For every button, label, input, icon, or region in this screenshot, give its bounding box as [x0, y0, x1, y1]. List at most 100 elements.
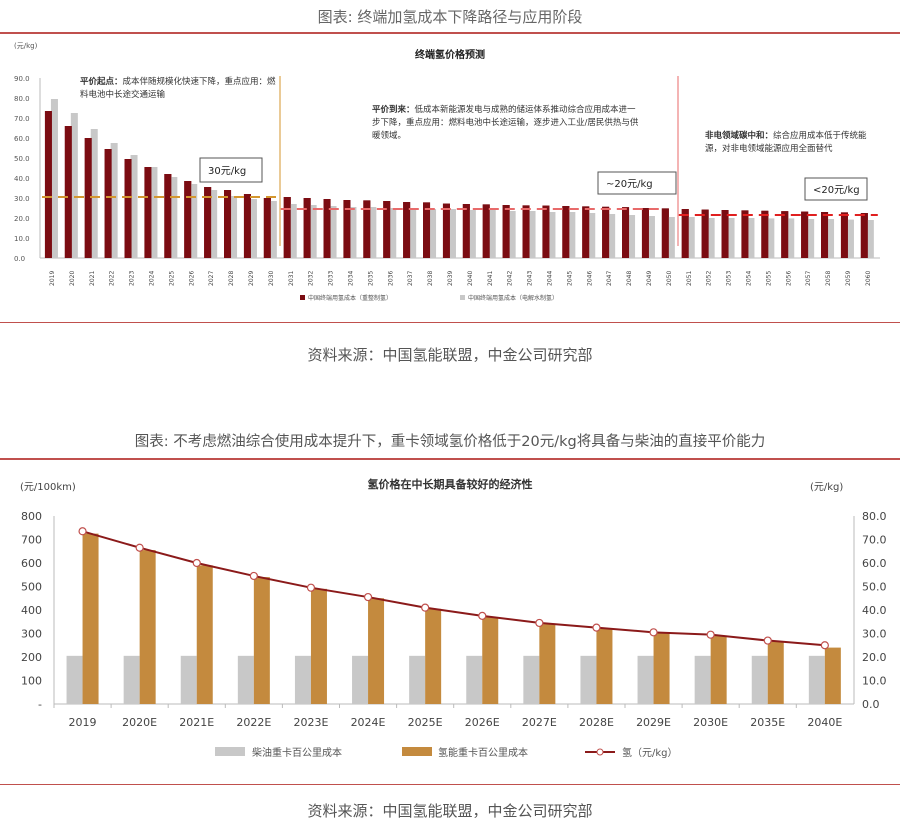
- hydrogen-price-point: [78, 527, 87, 536]
- x-tick-label: 2060: [865, 271, 872, 286]
- bar-electrolysis: [588, 213, 596, 258]
- bar-reforming-front: [442, 203, 450, 258]
- bar-electrolysis: [727, 218, 735, 258]
- bar-electrolysis: [409, 208, 417, 258]
- bar-hydrogen-truck-cost: [710, 635, 727, 704]
- x-tick-label: 2040: [467, 271, 474, 286]
- bar-electrolysis: [90, 129, 98, 258]
- y-tick-label: 600: [21, 557, 42, 570]
- y2-tick-label: 10.0: [862, 675, 887, 688]
- bar-electrolysis: [309, 205, 317, 258]
- bar-hydrogen-truck-cost: [767, 641, 784, 704]
- y2-tick-label: 30.0: [862, 628, 887, 641]
- legend-swatch-hydrogen-truck: [402, 747, 432, 756]
- bar-electrolysis: [568, 212, 576, 258]
- bar-reforming-front: [263, 198, 271, 258]
- bar-electrolysis: [628, 215, 636, 258]
- bar-reforming-front: [741, 210, 749, 258]
- bar-reforming-front: [164, 174, 172, 258]
- x-tick-label: 2041: [487, 271, 494, 286]
- bar-reforming-front: [502, 205, 510, 258]
- bar-reforming-front: [383, 201, 391, 258]
- y2-tick-label: 70.0: [862, 534, 887, 547]
- bar-reforming-front: [602, 206, 610, 258]
- x-tick-label: 2031: [288, 271, 295, 286]
- bar-diesel-cost: [637, 655, 654, 704]
- x-tick-label: 2023E: [293, 716, 328, 729]
- reference-label-box: [804, 177, 868, 201]
- bar-electrolysis: [269, 201, 277, 258]
- x-tick-label: 2037: [407, 271, 414, 286]
- annotation-title: 平价到来：: [372, 105, 415, 115]
- bar-diesel-cost: [123, 655, 140, 704]
- x-tick-label: 2034: [347, 271, 354, 286]
- bar-hydrogen-truck-cost: [368, 598, 385, 704]
- y-tick-label: 100: [21, 675, 42, 688]
- phase-annotation: 平价起点：成本伴随规模化快速下降，重点应用：燃料电池中长途交通运输: [80, 77, 276, 100]
- y2-axis-unit: (元/kg): [810, 482, 843, 493]
- x-tick-label: 2028E: [579, 716, 614, 729]
- x-tick-label: 2020: [69, 271, 76, 286]
- y-tick-label: 60.0: [14, 135, 30, 143]
- hydrogen-price-point: [706, 630, 715, 639]
- hydrogen-price-point: [135, 543, 144, 552]
- hydrogen-price-line: [82, 530, 825, 647]
- bar-electrolysis: [807, 219, 815, 258]
- legend-marker-hydrogen-price: [596, 748, 604, 756]
- x-tick-label: 2056: [785, 271, 792, 286]
- x-tick-label: 2035E: [750, 716, 785, 729]
- bar-hydrogen-truck-cost: [425, 608, 442, 704]
- bar-reforming-front: [224, 190, 232, 258]
- bar-hydrogen-truck-cost: [310, 588, 327, 704]
- bar-reforming-front: [124, 159, 132, 258]
- y-tick-label: 10.0: [14, 235, 30, 243]
- bar-reforming-front: [64, 126, 72, 258]
- figure1-source: 资料来源：中国氢能联盟，中金公司研究部: [307, 346, 593, 364]
- bar-electrolysis: [70, 113, 78, 258]
- y-tick-label: 0.0: [14, 255, 25, 263]
- bar-reforming-front: [104, 149, 112, 258]
- bar-reforming-front: [44, 111, 52, 258]
- y-tick-label: 30.0: [14, 195, 30, 203]
- bar-hydrogen-truck-cost: [596, 628, 613, 704]
- y2-tick-label: 60.0: [862, 557, 887, 570]
- bar-diesel-cost: [751, 655, 768, 704]
- bar-reforming-front: [622, 207, 630, 258]
- x-tick-label: 2024: [148, 271, 155, 286]
- reference-label: <20元/kg: [813, 185, 860, 196]
- bar-reforming-front: [522, 205, 530, 258]
- legend-swatch-electrolysis: [460, 295, 465, 300]
- x-tick-label: 2035: [367, 271, 374, 286]
- y2-tick-label: 0.0: [862, 698, 880, 711]
- y2-tick-label: 80.0: [862, 510, 887, 523]
- y-tick-label: 50.0: [14, 155, 30, 163]
- bar-reforming-front: [582, 206, 590, 258]
- x-tick-label: 2055: [765, 271, 772, 286]
- bar-electrolysis: [707, 218, 715, 258]
- x-tick-label: 2047: [606, 271, 613, 286]
- x-tick-label: 2022E: [236, 716, 271, 729]
- bar-hydrogen-truck-cost: [139, 550, 156, 704]
- y-tick-label: 20.0: [14, 215, 30, 223]
- hydrogen-price-point: [306, 583, 316, 592]
- bar-electrolysis: [389, 208, 397, 258]
- y-tick-label: 300: [21, 628, 42, 641]
- x-tick-label: 2036: [387, 271, 394, 286]
- x-tick-label: 2042: [507, 271, 514, 286]
- x-tick-label: 2043: [527, 271, 534, 286]
- annotation-text: 综合应用成本低于传统能源，对非电领域能源应用全面替代: [705, 131, 867, 154]
- x-tick-label: 2050: [666, 271, 673, 286]
- x-tick-label: 2032: [308, 271, 315, 286]
- y-tick-label: -: [38, 698, 42, 711]
- x-tick-label: 2030: [268, 271, 275, 286]
- bar-diesel-cost: [294, 655, 311, 704]
- x-tick-label: 2019: [49, 271, 56, 286]
- chart-title: 氢价格在中长期具备较好的经济性: [368, 477, 533, 491]
- x-tick-label: 2053: [726, 271, 733, 286]
- bar-electrolysis: [289, 204, 297, 258]
- bar-electrolysis: [508, 211, 516, 258]
- bar-electrolysis: [170, 177, 178, 258]
- bar-electrolysis: [787, 218, 795, 258]
- hydrogen-price-point: [421, 603, 430, 612]
- bar-reforming-front: [343, 200, 351, 258]
